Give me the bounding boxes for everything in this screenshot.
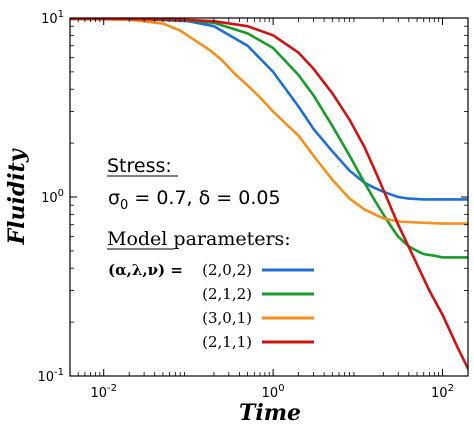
tick-layer: 10-2 100 102 10-1 100 101: [37, 9, 469, 401]
series-line-0: [70, 18, 468, 201]
legend-label-3: (2,1,1): [202, 333, 252, 351]
series-line-2: [70, 18, 468, 225]
legend-label-1: (2,1,2): [202, 285, 252, 303]
legend-label-0: (2,0,2): [202, 261, 252, 279]
y-tick-label-2: 101: [41, 9, 64, 27]
legend: (α,λ,ν) = (2,0,2) (2,1,2) (3,0,1) (2,1,1): [108, 261, 314, 351]
x-axis-title: Time: [239, 400, 301, 426]
model-heading: Model parameters:: [107, 228, 291, 250]
x-tick-label-1: 100: [262, 383, 285, 401]
series-line-1: [70, 18, 468, 259]
x-tick-label-2: 102: [431, 383, 454, 401]
y-tick-label-0: 10-1: [37, 367, 64, 385]
stress-values: σ0 = 0.7, δ = 0.05: [108, 187, 281, 213]
legend-label-2: (3,0,1): [202, 309, 252, 327]
stress-symbol: σ: [108, 187, 120, 209]
stress-values-text: = 0.7, δ = 0.05: [128, 187, 280, 209]
y-tick-label-1: 100: [41, 188, 64, 206]
x-tick-label-0: 10-2: [90, 383, 117, 401]
stress-heading: Stress:: [107, 155, 172, 177]
stress-subscript: 0: [120, 198, 128, 213]
annotation-block: Stress: σ0 = 0.7, δ = 0.05 Model paramet…: [107, 155, 291, 250]
y-axis-title: Fluidity: [4, 147, 30, 245]
legend-prefix: (α,λ,ν) =: [108, 261, 183, 279]
